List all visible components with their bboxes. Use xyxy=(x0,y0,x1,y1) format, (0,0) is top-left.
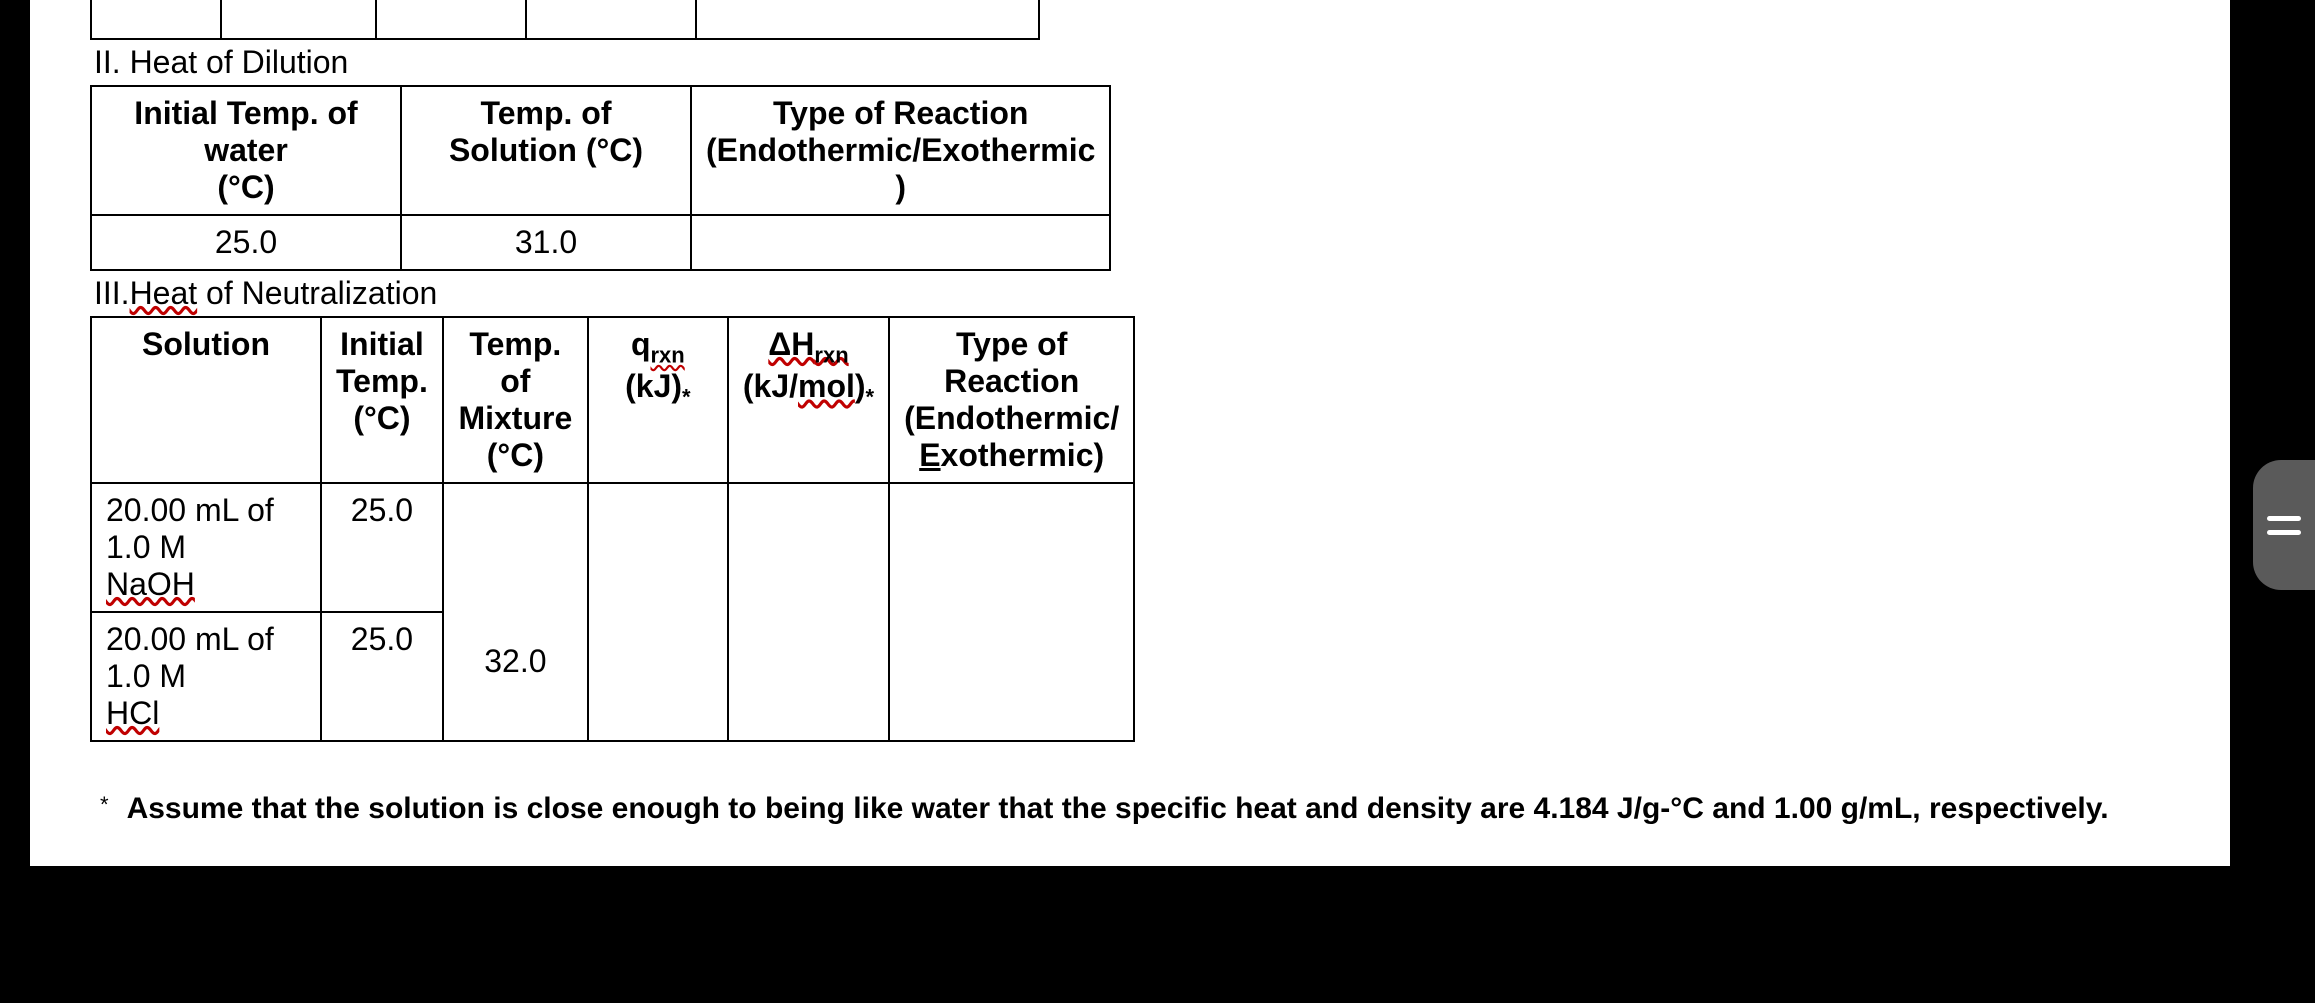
table-row: 25.0 31.0 xyxy=(91,215,1110,270)
cell-initial-temp: 25.0 xyxy=(91,215,401,270)
header-text: Temp. of xyxy=(469,326,561,399)
title-text-wavy: Heat xyxy=(130,275,198,311)
header-text: (kJ) xyxy=(625,368,682,404)
col-qrxn: qrxn (kJ)* xyxy=(588,317,728,483)
header-text: Type of xyxy=(956,326,1067,362)
section-3-title: III.Heat of Neutralization xyxy=(90,271,2170,316)
cell-solution-temp: 31.0 xyxy=(401,215,691,270)
cell-dhrxn xyxy=(728,483,889,741)
header-text: (°C) xyxy=(353,400,410,436)
col-dhrxn: ΔHrxn (kJ/mol)* xyxy=(728,317,889,483)
col-temp-mixture: Temp. of Mixture (°C) xyxy=(443,317,588,483)
cell-text: 20.00 mL of 1.0 M xyxy=(106,492,274,565)
table-header-row: Solution Initial Temp. (°C) Temp. of Mix… xyxy=(91,317,1134,483)
header-sub: rxn xyxy=(814,342,848,367)
footnote: *Assume that the solution is close enoug… xyxy=(90,742,2170,826)
header-text: xothermic) xyxy=(941,437,1105,473)
cell-reaction-type xyxy=(889,483,1134,741)
header-text: Temp. xyxy=(336,363,428,399)
footnote-text: Assume that the solution is close enough… xyxy=(127,792,2109,825)
header-text: Reaction xyxy=(944,363,1079,399)
cutoff-table-bottom xyxy=(90,0,2170,40)
header-text: ) xyxy=(855,368,866,404)
header-text-wavy: mol xyxy=(798,368,855,404)
header-text: E xyxy=(919,437,940,473)
table-header-row: Initial Temp. of water (°C) Temp. of Sol… xyxy=(91,86,1110,215)
header-text: q xyxy=(631,326,651,362)
header-text: Initial xyxy=(340,326,424,362)
neutralization-table: Solution Initial Temp. (°C) Temp. of Mix… xyxy=(90,316,1135,742)
header-asterisk: * xyxy=(866,385,875,410)
col-solution: Solution xyxy=(91,317,321,483)
col-temp-solution: Temp. of Solution (°C) xyxy=(401,86,691,215)
header-text: Type of Reaction xyxy=(773,95,1028,131)
header-text: ) xyxy=(895,169,906,205)
footnote-asterisk: * xyxy=(100,792,127,817)
header-sub: rxn xyxy=(651,342,685,367)
cell-initial-temp: 25.0 xyxy=(321,483,443,612)
cell-text: 20.00 mL of 1.0 M xyxy=(106,621,274,694)
cell-qrxn xyxy=(588,483,728,741)
cell-solution: 20.00 mL of 1.0 M NaOH xyxy=(91,483,321,612)
title-text: of Neutralization xyxy=(197,275,437,311)
col-initial-temp-water: Initial Temp. of water (°C) xyxy=(91,86,401,215)
cell-reaction-type xyxy=(691,215,1110,270)
header-text: (kJ/ xyxy=(743,368,798,404)
cell-solution: 20.00 mL of 1.0 M HCl xyxy=(91,612,321,741)
section-2-title: II. Heat of Dilution xyxy=(90,40,2170,85)
cell-text-wavy: HCl xyxy=(106,695,159,731)
col-type-reaction: Type of Reaction (Endothermic/Exothermic… xyxy=(691,86,1110,215)
dilution-table: Initial Temp. of water (°C) Temp. of Sol… xyxy=(90,85,1111,271)
header-asterisk: * xyxy=(682,385,691,410)
cell-initial-temp: 25.0 xyxy=(321,612,443,741)
table-row: 20.00 mL of 1.0 M NaOH 25.0 32.0 xyxy=(91,483,1134,612)
header-text: (Endothermic/Exothermic xyxy=(706,132,1095,168)
document-page: II. Heat of Dilution Initial Temp. of wa… xyxy=(30,0,2230,866)
header-text: (°C) xyxy=(487,437,544,473)
title-text: III. xyxy=(94,275,130,311)
side-drawer-handle[interactable] xyxy=(2253,460,2315,590)
cell-temp-mixture: 32.0 xyxy=(443,483,588,741)
handle-icon xyxy=(2267,516,2301,535)
header-text: ΔH xyxy=(768,326,814,362)
cell-text-wavy: NaOH xyxy=(106,566,195,602)
header-text: (Endothermic/ xyxy=(904,400,1119,436)
header-text: Mixture xyxy=(458,400,572,436)
header-text: Initial Temp. of water xyxy=(134,95,357,168)
col-initial-temp: Initial Temp. (°C) xyxy=(321,317,443,483)
header-text: (°C) xyxy=(217,169,274,205)
col-type-reaction: Type of Reaction (Endothermic/ Exothermi… xyxy=(889,317,1134,483)
